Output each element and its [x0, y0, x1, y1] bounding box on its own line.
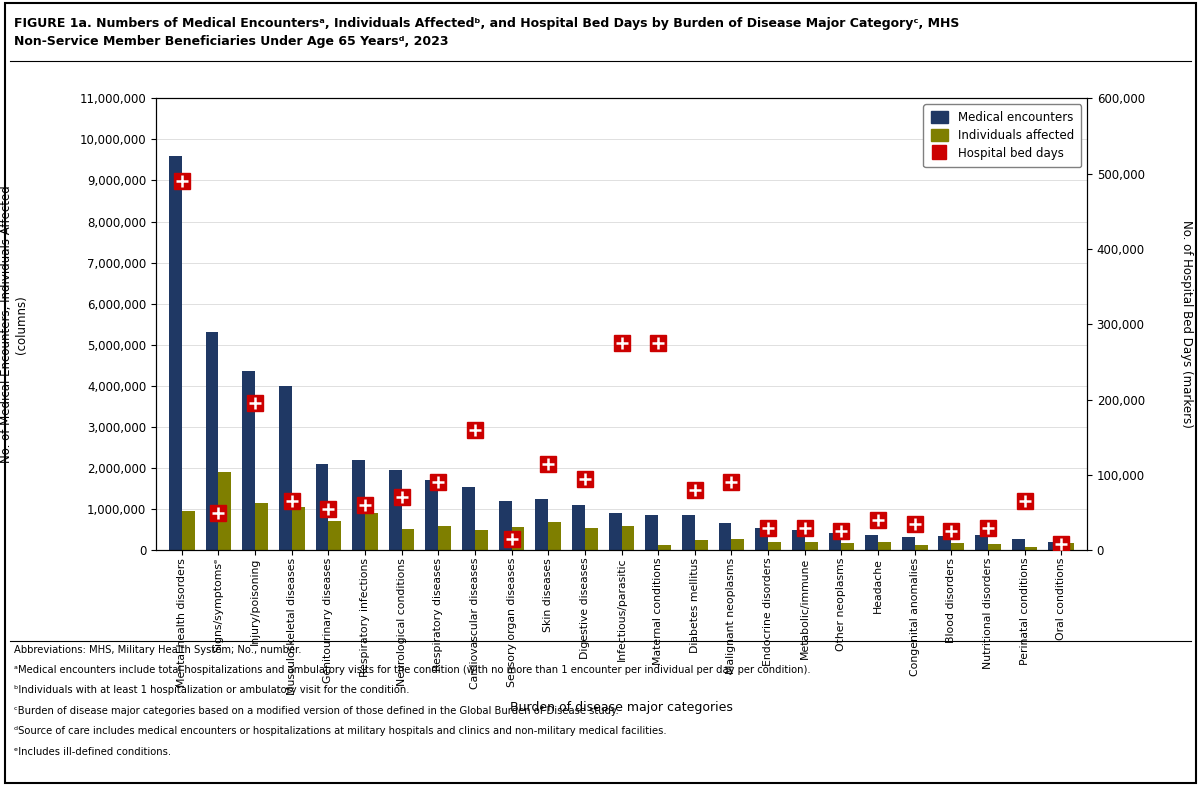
Text: ᵃMedical encounters include total hospitalizations and ambulatory visits for the: ᵃMedical encounters include total hospit… [14, 665, 811, 675]
Bar [292, 507, 305, 550]
Bar [1011, 538, 1024, 550]
Bar [365, 513, 378, 550]
Bar [328, 521, 341, 550]
Bar [536, 499, 548, 550]
Bar [1048, 542, 1062, 550]
Bar [205, 332, 219, 550]
Bar [425, 480, 438, 550]
Bar [902, 537, 915, 550]
Bar [731, 538, 745, 550]
Bar [658, 545, 671, 550]
Bar [805, 542, 818, 550]
Bar [462, 487, 474, 550]
Bar [951, 543, 964, 550]
Text: ᵈSource of care includes medical encounters or hospitalizations at military hosp: ᵈSource of care includes medical encount… [14, 726, 667, 736]
Legend: Medical encounters, Individuals affected, Hospital bed days: Medical encounters, Individuals affected… [924, 105, 1081, 167]
X-axis label: Burden of disease major categories: Burden of disease major categories [510, 700, 733, 714]
Bar [352, 460, 365, 550]
Bar [865, 534, 878, 550]
Text: No. of Hospital Bed Days (markers): No. of Hospital Bed Days (markers) [1181, 220, 1193, 428]
Bar [829, 533, 842, 550]
Bar [609, 513, 621, 550]
Bar [1062, 543, 1074, 550]
Text: ᵇIndividuals with at least 1 hospitalization or ambulatory visit for the conditi: ᵇIndividuals with at least 1 hospitaliza… [14, 685, 410, 696]
Bar [622, 526, 634, 550]
Bar [438, 526, 452, 550]
Bar [219, 472, 232, 550]
Bar [401, 529, 414, 550]
Bar [512, 527, 525, 550]
Text: Abbreviations: MHS, Military Health System; No., number.: Abbreviations: MHS, Military Health Syst… [14, 645, 301, 655]
Bar [645, 516, 658, 550]
Bar [389, 470, 401, 550]
Bar [975, 535, 988, 550]
Bar [1024, 546, 1038, 550]
Bar [169, 156, 181, 550]
Bar [548, 522, 561, 550]
Text: Non-Service Member Beneficiaries Under Age 65 Yearsᵈ, 2023: Non-Service Member Beneficiaries Under A… [14, 35, 449, 49]
Bar [474, 530, 488, 550]
Text: ᶜBurden of disease major categories based on a modified version of those defined: ᶜBurden of disease major categories base… [14, 706, 620, 716]
Bar [498, 501, 512, 550]
Bar [755, 528, 769, 550]
Bar [695, 540, 707, 550]
Bar [572, 505, 585, 550]
Bar [181, 511, 195, 550]
Text: ᵉIncludes ill-defined conditions.: ᵉIncludes ill-defined conditions. [14, 747, 172, 757]
Bar [585, 527, 598, 550]
Bar [791, 531, 805, 550]
Text: No. of Medical Encounters, Individuals Affected
(columns): No. of Medical Encounters, Individuals A… [0, 185, 29, 463]
Bar [915, 545, 927, 550]
Bar [769, 542, 781, 550]
Bar [279, 386, 292, 550]
Bar [718, 523, 731, 550]
Bar [682, 516, 695, 550]
Text: FIGURE 1a. Numbers of Medical Encountersᵃ, Individuals Affectedᵇ, and Hospital B: FIGURE 1a. Numbers of Medical Encounters… [14, 17, 960, 31]
Bar [255, 503, 268, 550]
Bar [316, 464, 328, 550]
Bar [842, 543, 854, 550]
Bar [938, 536, 951, 550]
Bar [243, 372, 255, 550]
Bar [988, 545, 1000, 550]
Bar [878, 542, 891, 550]
